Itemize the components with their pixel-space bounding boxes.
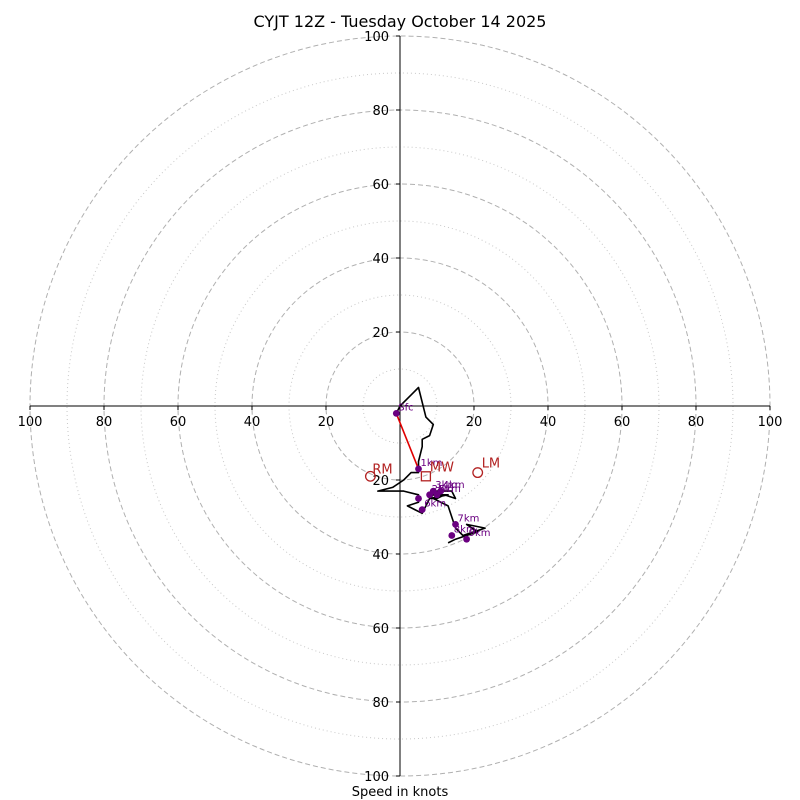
x-tick-label-pos-60: 60 xyxy=(614,415,631,430)
storm-marker-mw xyxy=(420,471,432,482)
y-tick-label-neg-20: 20 xyxy=(372,474,389,489)
height-marker-label-8: 7km xyxy=(458,513,480,524)
y-tick-label-neg-60: 60 xyxy=(372,622,389,637)
hodograph-line xyxy=(376,386,486,544)
height-marker-label-6: 6km xyxy=(424,499,446,510)
y-tick-label-pos-100: 100 xyxy=(364,30,389,45)
height-marker-dot-8 xyxy=(452,521,459,528)
x-tick-label-pos-20: 20 xyxy=(466,415,483,430)
x-tick-label-pos-100: 100 xyxy=(758,415,783,430)
y-tick-label-pos-80: 80 xyxy=(372,104,389,119)
height-marker-dot-6 xyxy=(418,506,426,513)
height-marker-dot-5 xyxy=(433,491,441,499)
storm-label-rm: RM xyxy=(372,462,392,477)
height-marker-dot-10 xyxy=(463,535,470,543)
height-marker-label-3: 3km xyxy=(435,480,457,491)
y-tick-label-pos-20: 20 xyxy=(372,326,389,341)
y-tick-label-neg-40: 40 xyxy=(372,548,389,563)
chart-title: CYJT 12Z - Tuesday October 14 2025 xyxy=(254,12,547,31)
height-marker-label-0: Sfc xyxy=(398,402,413,413)
storm-marker-lm xyxy=(472,467,484,479)
storm-marker-rm xyxy=(364,470,376,482)
height-marker-label-5: 5km xyxy=(439,484,461,495)
height-marker-dot-9 xyxy=(448,532,456,539)
x-tick-label-neg-80: 80 xyxy=(96,415,113,430)
storm-label-mw: MW xyxy=(430,460,454,475)
bunkers-segment xyxy=(395,413,420,470)
x-axis-label: Speed in knots xyxy=(352,785,449,800)
height-marker-label-9: 8km xyxy=(454,525,476,536)
height-marker-dot-1 xyxy=(415,465,422,473)
x-tick-label-neg-100: 100 xyxy=(18,415,43,430)
height-marker-label-4: 4km xyxy=(443,480,465,491)
height-markers: Sfc1km2km3km4km5km6km7km8km9km xyxy=(392,402,491,543)
storm-motions: RM LM MW xyxy=(364,457,500,482)
storm-label-lm: LM xyxy=(482,457,500,472)
y-tick-label-neg-80: 80 xyxy=(372,696,389,711)
x-tick-label-neg-40: 40 xyxy=(244,415,261,430)
height-marker-label-10: 9km xyxy=(469,528,491,539)
height-marker-label-1: 1km xyxy=(421,458,443,469)
axis-ticks: 100 80 60 40 20 20 40 60 80 100 20 40 60 80 100 20 40 60 8… xyxy=(18,30,783,785)
x-tick-label-pos-40: 40 xyxy=(540,415,557,430)
y-tick-label-pos-60: 60 xyxy=(372,178,389,193)
x-tick-label-pos-80: 80 xyxy=(688,415,705,430)
y-tick-label-neg-100: 100 xyxy=(364,770,389,785)
x-tick-label-neg-20: 20 xyxy=(318,415,335,430)
bunkers-line xyxy=(395,413,420,470)
y-tick-label-pos-40: 40 xyxy=(372,252,389,267)
height-marker-dot-0 xyxy=(392,410,400,417)
height-marker-dot-7 xyxy=(415,495,422,502)
x-tick-label-neg-60: 60 xyxy=(170,415,187,430)
hodograph-trace xyxy=(376,386,486,544)
